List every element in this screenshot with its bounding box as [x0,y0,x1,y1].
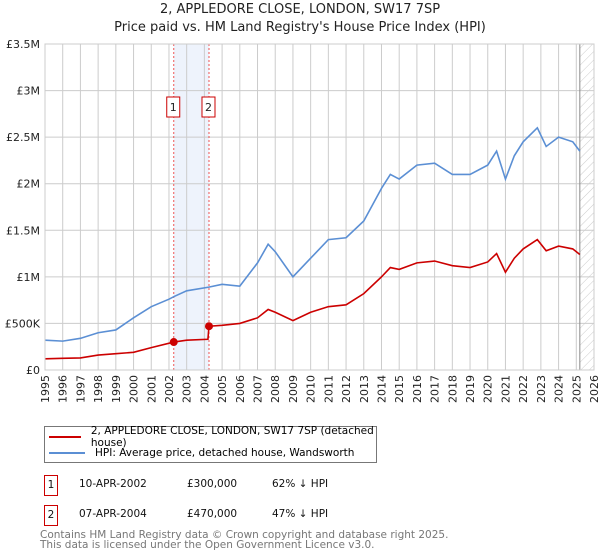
y-tick-label: £2M [17,178,41,191]
series-line [44,126,581,342]
sale-price: £300,000 [187,478,238,490]
sale-marker-label: 2 [205,101,212,114]
legend-item-property: 2, APPLEDORE CLOSE, LONDON, SW17 7SP (de… [45,425,376,449]
x-tick-label: 2019 [464,375,477,403]
sale-hpi-diff: 47% ↓ HPI [272,508,329,520]
sale-point [204,322,213,331]
x-tick-label: 2008 [269,375,282,403]
x-tick-label: 2002 [163,375,176,403]
sale-marker-badge: 1 [44,475,58,496]
sale-price: £470,000 [187,508,238,520]
x-tick-label: 2009 [287,375,300,403]
footer-line: This data is licensed under the Open Gov… [40,539,375,551]
sale-marker-label: 1 [170,101,177,114]
x-tick-label: 2021 [499,375,512,403]
x-tick-label: 2013 [358,375,371,403]
x-tick-label: 1997 [74,375,87,403]
legend: 2, APPLEDORE CLOSE, LONDON, SW17 7SP (de… [44,425,377,463]
sale-marker-box [201,96,216,118]
x-tick-label: 2011 [322,375,335,403]
x-tick-label: 2016 [411,375,424,403]
x-tick-label: 2018 [446,375,459,403]
x-tick-label: 2003 [181,375,194,403]
x-tick-label: 2005 [216,375,229,403]
y-tick-label: £0 [26,364,40,377]
x-tick-label: 2015 [393,375,406,403]
legend-item-hpi: HPI: Average price, detached house, Wand… [45,445,354,461]
y-tick-label: £3.5M [6,38,40,51]
footer-line: Contains HM Land Registry data © Crown c… [40,529,449,541]
sale-hpi-diff: 62% ↓ HPI [272,478,329,490]
sale-date: 07-APR-2004 [79,508,147,520]
sale-marker-box [166,96,181,118]
legend-label: HPI: Average price, detached house, Wand… [95,447,355,459]
sale-date: 10-APR-2002 [79,478,147,490]
forecast-hatch [579,44,594,370]
chart-title: 2, APPLEDORE CLOSE, LONDON, SW17 7SP [159,2,441,17]
x-tick-label: 2001 [145,375,158,403]
plot-border [44,43,595,371]
y-tick-label: £1M [17,271,41,284]
x-tick-label: 2010 [305,375,318,403]
x-tick-label: 2007 [252,375,265,403]
x-tick-label: 2017 [429,375,442,403]
y-tick-label: £3M [17,85,41,98]
y-tick-label: £1.5M [6,224,40,237]
footer: Contains HM Land Registry data © Crown c… [40,529,449,551]
legend-swatch-blue [49,452,85,454]
x-tick-label: 2006 [234,375,247,403]
x-tick-label: 2020 [482,375,495,403]
x-tick-label: 2004 [198,375,211,403]
sale-marker-badge: 2 [44,505,58,526]
plot-area: 1995 1996 1997 1998 1999 2000 2001 2002 2003 2004… [5,38,600,403]
x-tick-label: 2022 [517,375,530,403]
series-line [44,238,581,360]
y-tick-label: £2.5M [6,131,40,144]
x-tick-label: 2012 [340,375,353,403]
y-tick-label: £500K [5,317,41,330]
x-tick-label: 1995 [39,375,52,403]
chart-subtitle: Price paid vs. HM Land Registry's House … [114,20,486,35]
x-tick-label: 1996 [57,375,70,403]
x-tick-label: 2000 [128,375,141,403]
sale-point [169,338,178,347]
x-tick-label: 2023 [535,375,548,403]
x-tick-label: 2026 [588,375,600,403]
legend-label: 2, APPLEDORE CLOSE, LONDON, SW17 7SP (de… [90,425,374,449]
x-tick-label: 2025 [570,375,583,403]
x-tick-label: 2024 [553,375,566,403]
x-tick-label: 1998 [92,375,105,403]
x-tick-label: 2014 [375,375,388,403]
legend-swatch-red [49,436,81,438]
x-tick-label: 1999 [110,375,123,403]
sale-period-band [173,44,209,370]
